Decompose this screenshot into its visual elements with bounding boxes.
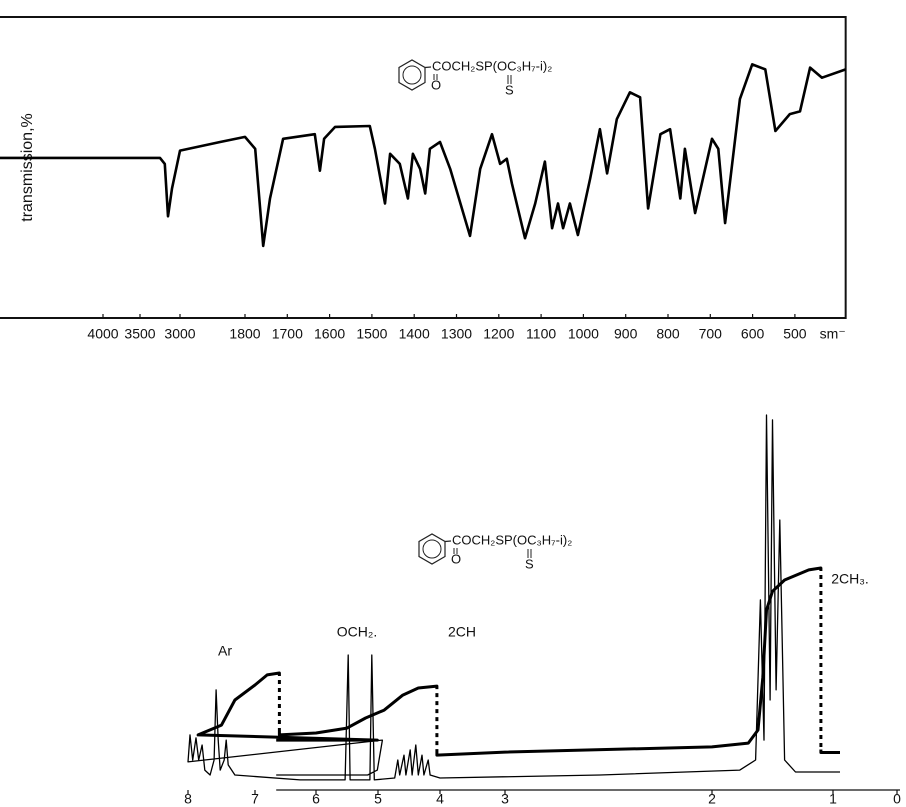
- x-tick-label: 0: [893, 791, 901, 807]
- benzene-circle: [402, 65, 422, 85]
- plot-frame: [0, 16, 847, 319]
- x-tick-label: 2: [708, 791, 716, 807]
- x-tick-label: 900: [614, 326, 638, 342]
- formula-chain: COCH₂SP(OC₃H₇-i)₂: [452, 532, 572, 547]
- x-tick-label: 800: [656, 326, 680, 342]
- x-tick-label: 1700: [272, 326, 303, 342]
- peak-annotation: 2CH₃.: [831, 571, 869, 587]
- x-tick-label: 3500: [124, 326, 155, 342]
- spectrum-line: [0, 63, 847, 248]
- x-tick-label: 700: [699, 326, 723, 342]
- formula-chain: COCH₂SP(OC₃H₇-i)₂: [432, 58, 552, 73]
- y-axis-label: transmission,%: [19, 113, 36, 221]
- spectrum-line: [196, 566, 840, 757]
- structure: COCH₂SP(OC₃H₇-i)₂ O S: [398, 58, 552, 97]
- x-tick-label: 1000: [568, 326, 599, 342]
- x-tick-label: 6: [312, 791, 320, 807]
- x-unit-label: sm⁻: [820, 326, 846, 342]
- x-tick-label: 1200: [483, 326, 514, 342]
- x-tick-label: 4000: [87, 326, 118, 342]
- x-tick-label: 1100: [526, 326, 556, 342]
- peak-annotation: OCH₂.: [337, 624, 377, 640]
- x-tick-label: 5: [374, 791, 382, 807]
- bond: [424, 66, 432, 69]
- x-tick-label: 600: [741, 326, 765, 342]
- x-tick-label: 1: [829, 791, 837, 807]
- x-tick-label: 1300: [441, 326, 472, 342]
- structure: COCH₂SP(OC₃H₇-i)₂ O S: [418, 532, 572, 571]
- formula-thio: S: [525, 556, 534, 571]
- x-tick-label: 4: [436, 791, 444, 807]
- peak-annotation: 2CH: [448, 624, 476, 640]
- x-tick-label: 500: [783, 326, 807, 342]
- x-tick-label: 7: [251, 791, 259, 807]
- bond: [444, 540, 452, 543]
- x-tick-label: 1400: [399, 326, 430, 342]
- x-tick-label: 3: [501, 791, 509, 807]
- x-tick-label: 3000: [164, 326, 195, 342]
- x-tick-label: 1500: [356, 326, 387, 342]
- peak-annotation: Ar: [218, 643, 232, 659]
- formula-carbonyl: O: [451, 551, 461, 566]
- x-tick-label: 1600: [314, 326, 345, 342]
- formula-carbonyl: O: [431, 77, 441, 92]
- formula-thio: S: [505, 82, 514, 97]
- x-tick-label: 1800: [229, 326, 260, 342]
- spectrum-line: [187, 414, 840, 781]
- x-tick-label: 8: [184, 791, 192, 807]
- benzene-circle: [422, 539, 442, 559]
